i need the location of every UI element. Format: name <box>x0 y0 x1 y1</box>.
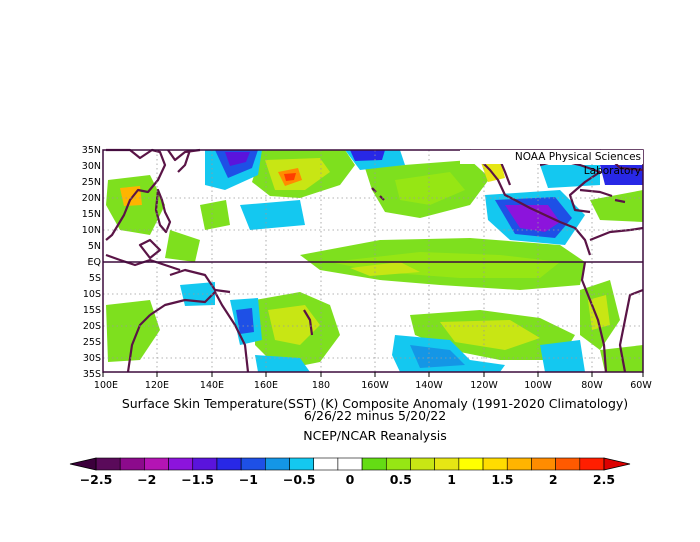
colorbar-label: 1 <box>447 472 456 487</box>
philippines-coastline <box>154 188 172 234</box>
colorbar-left-arrow <box>69 457 97 471</box>
lon-label: 120W <box>470 380 498 391</box>
colorbar-label: −2.5 <box>80 472 113 487</box>
axis-ticks <box>102 372 644 377</box>
korea-japan-coastline <box>167 148 201 173</box>
colorbar-label: 0 <box>346 472 355 487</box>
lat-label: 10N <box>82 225 101 236</box>
colorbar-label: 2.5 <box>593 472 615 487</box>
lat-label: 30S <box>83 353 101 364</box>
cool-anomaly-region <box>350 150 385 161</box>
map-frame <box>102 149 644 373</box>
new-zealand-coastline <box>303 309 314 336</box>
cool-anomaly-region <box>410 345 465 368</box>
warm-anomaly-region <box>590 190 643 222</box>
colorbar-swatch <box>579 457 605 471</box>
lat-label: 5N <box>88 241 101 252</box>
lon-label: 160E <box>254 380 278 391</box>
warm-anomaly-region <box>106 300 160 362</box>
warm-anomaly-region <box>440 320 540 350</box>
colorbar-swatch <box>95 457 121 471</box>
map-date-range: 6/26/22 minus 5/20/22 <box>303 408 447 423</box>
lon-label: 80W <box>581 380 603 391</box>
credit-label: NOAA Physical Sciences Laboratory <box>460 150 643 177</box>
warm-anomaly-region <box>480 158 505 182</box>
map-title: Surface Skin Temperature(SST) (K) Compos… <box>121 396 629 411</box>
colorbar-label: −1 <box>239 472 258 487</box>
lat-label: 5S <box>89 273 101 284</box>
lat-label: EQ <box>88 257 101 268</box>
longitude-labels: 100E 120E 140E 160E 180 160W 140W 120W 1… <box>94 380 652 391</box>
colorbar-right-arrow <box>603 457 631 471</box>
warm-anomaly-region <box>165 230 200 262</box>
lon-label: 180 <box>312 380 330 391</box>
colorbar-swatch <box>289 457 315 471</box>
cool-anomaly-region <box>240 200 305 230</box>
lon-label: 140W <box>415 380 443 391</box>
latitude-labels: 35N 30N 25N 20N 15N 10N 5N EQ 5S 10S 15S… <box>82 145 101 380</box>
colorbar-swatch <box>361 457 387 471</box>
colorbar-swatch <box>555 457 581 471</box>
sst-anomaly-map: 35N 30N 25N 20N 15N 10N 5N EQ 5S 10S 15S… <box>82 145 653 391</box>
lat-label: 25N <box>82 177 101 188</box>
australia-coastline <box>126 290 250 373</box>
lon-label: 60W <box>630 380 652 391</box>
colorbar-swatch <box>458 457 484 471</box>
lat-label: 15N <box>82 209 101 220</box>
cool-anomaly-region <box>225 152 250 166</box>
anomaly-fields <box>106 150 643 372</box>
colorbar-swatch <box>506 457 532 471</box>
colorbar-swatch <box>192 457 218 471</box>
colorbar-swatches <box>95 457 605 471</box>
cool-anomaly-region <box>540 340 585 372</box>
lon-label: 160W <box>361 380 389 391</box>
lat-label: 20N <box>82 193 101 204</box>
caribbean-islands <box>579 188 626 204</box>
lon-label: 140E <box>200 380 224 391</box>
cool-anomaly-region <box>236 308 254 334</box>
cool-anomaly-region <box>255 355 310 372</box>
colorbar-swatch <box>216 457 242 471</box>
warm-anomaly-region <box>588 295 610 330</box>
lon-label: 100E <box>94 380 118 391</box>
colorbar-label: −0.5 <box>283 472 316 487</box>
lat-label: 20S <box>83 321 101 332</box>
lat-lon-grid <box>103 150 643 372</box>
lat-label: 25S <box>83 337 101 348</box>
lat-label: 10S <box>83 289 101 300</box>
lat-label: 35S <box>83 369 101 380</box>
lon-label: 100W <box>524 380 552 391</box>
colorbar-swatch <box>385 457 411 471</box>
cool-anomaly-region <box>505 205 560 232</box>
colorbar-swatch <box>265 457 290 471</box>
warm-anomaly-region <box>395 172 465 205</box>
lat-label: 30N <box>82 161 101 172</box>
colorbar-swatch <box>119 457 145 471</box>
lat-label: 35N <box>82 145 101 156</box>
lon-label: 120E <box>145 380 169 391</box>
warm-anomaly-band <box>350 262 420 276</box>
colorbar-label: 1.5 <box>491 472 513 487</box>
asia-coastline <box>105 148 167 241</box>
map-source: NCEP/NCAR Reanalysis <box>303 428 447 443</box>
colorbar-swatch <box>531 457 556 471</box>
south-america-coastline <box>580 226 644 373</box>
colorbar-label: 2 <box>549 472 558 487</box>
colorbar-swatch <box>144 457 169 471</box>
colorbar-label: 0.5 <box>390 472 412 487</box>
colorbar-swatch <box>240 457 266 471</box>
colorbar-swatch <box>337 457 363 471</box>
colorbar-swatch <box>168 457 194 471</box>
colorbar-label: −1.5 <box>181 472 214 487</box>
colorbar-swatch <box>434 457 460 471</box>
lat-label: 15S <box>83 305 101 316</box>
colorbar-swatch <box>482 457 508 471</box>
warm-anomaly-region <box>200 200 230 230</box>
colorbar-labels: −2.5 −2 −1.5 −1 −0.5 0 0.5 1 1.5 2 2.5 <box>80 472 615 487</box>
colorbar-swatch <box>410 457 435 471</box>
colorbar-label: −2 <box>137 472 156 487</box>
warm-anomaly-core <box>284 173 296 181</box>
colorbar-swatch <box>313 457 339 471</box>
